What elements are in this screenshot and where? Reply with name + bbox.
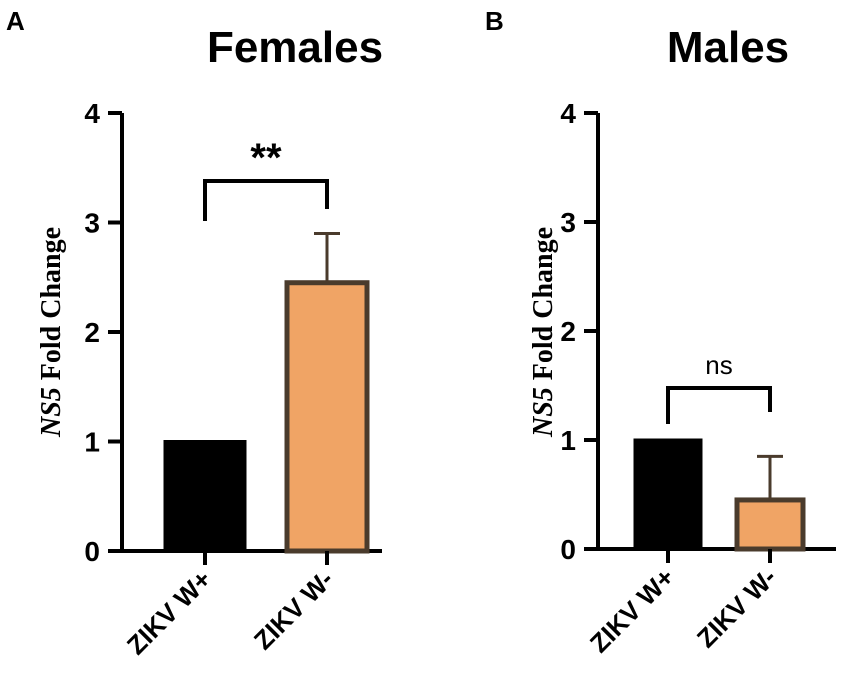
x-category-label: ZIKV W- xyxy=(691,562,782,653)
y-tick-label: 2 xyxy=(84,317,100,348)
y-tick-label: 4 xyxy=(560,98,576,129)
significance-label: ** xyxy=(250,136,282,180)
y-axis-label-rest-b: Fold Change xyxy=(528,227,559,387)
bar xyxy=(284,280,370,554)
panel-letter-a: A xyxy=(6,6,25,36)
x-category-label: ZIKV W- xyxy=(248,564,339,655)
significance-bracket xyxy=(666,386,772,424)
y-axis-label-italic-b: NS5 xyxy=(528,387,559,438)
y-tick-label: 3 xyxy=(560,207,576,238)
x-category-label: ZIKV W+ xyxy=(121,564,217,660)
y-tick-label: 3 xyxy=(84,208,100,239)
bar xyxy=(633,438,703,551)
panel-b: B Males NS5 Fold Change 0 1 2 3 4 ZIKV W+ ZIKV… xyxy=(485,6,836,658)
y-tick-label: 1 xyxy=(560,425,576,456)
y-tick-label: 0 xyxy=(84,536,100,567)
y-axis-label-a: NS5 Fold Change xyxy=(36,227,67,438)
panel-letter-b: B xyxy=(485,6,504,36)
bar xyxy=(734,497,806,552)
y-axis-label-rest-a: Fold Change xyxy=(36,227,67,387)
chart-title-females: Females xyxy=(207,23,383,72)
chart-title-males: Males xyxy=(667,23,789,72)
y-axis-label-b: NS5 Fold Change xyxy=(528,227,559,438)
y-tick-label: 1 xyxy=(84,427,100,458)
significance-bracket xyxy=(203,179,329,221)
y-tick-label: 2 xyxy=(560,316,576,347)
y-tick-label: 4 xyxy=(84,98,100,129)
significance-label: ns xyxy=(705,350,732,380)
y-tick-label: 0 xyxy=(560,534,576,565)
y-axis-label-italic-a: NS5 xyxy=(36,387,67,438)
x-category-label: ZIKV W+ xyxy=(584,562,680,658)
panel-a: A Females NS5 Fold Change 0 1 2 3 4 ZIKV W+ ZI… xyxy=(6,6,383,660)
bar xyxy=(163,440,247,553)
